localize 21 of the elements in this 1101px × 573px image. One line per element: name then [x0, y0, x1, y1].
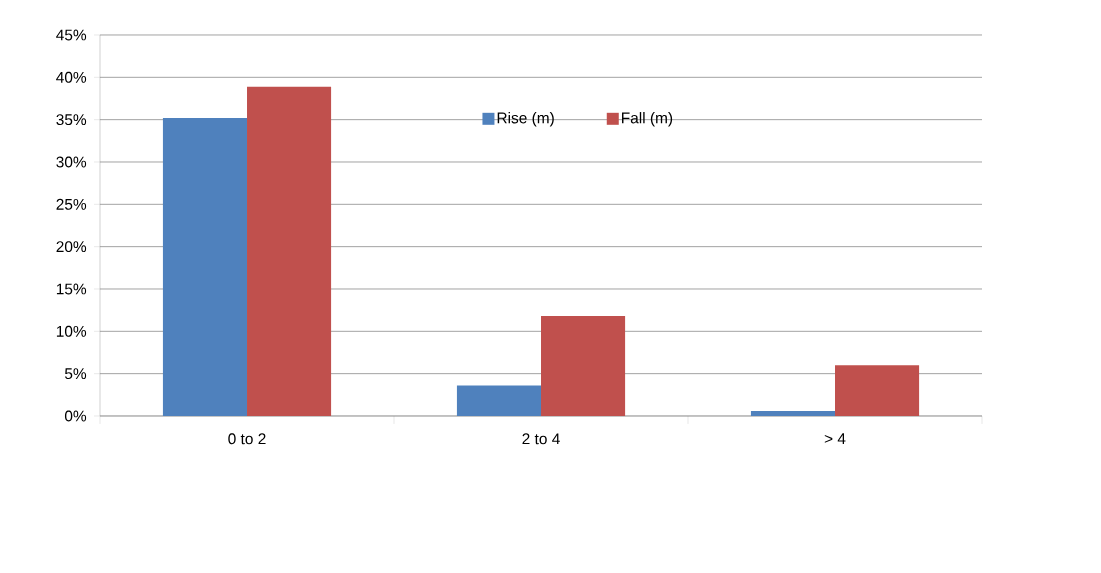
- x-tick-label: 0 to 2: [228, 433, 266, 445]
- bar: [835, 365, 920, 416]
- y-tick-label: 45%: [56, 29, 87, 41]
- y-tick-label: 40%: [56, 71, 87, 83]
- y-tick-label: 5%: [64, 368, 87, 380]
- x-tick-label: > 4: [824, 433, 846, 444]
- bar: [456, 385, 542, 416]
- legend-label: Fall (m): [622, 112, 673, 127]
- y-tick-label: 20%: [56, 241, 87, 253]
- y-tick-label: 15%: [56, 283, 87, 295]
- y-tick-label: 0%: [64, 410, 87, 422]
- bar: [750, 410, 836, 416]
- y-tick-label: 35%: [56, 114, 87, 126]
- bar: [541, 316, 626, 416]
- bar: [162, 117, 248, 416]
- x-tick-label: 2 to 4: [522, 433, 560, 445]
- y-tick-label: 30%: [56, 156, 87, 168]
- legend-label: Rise (m): [497, 112, 554, 127]
- y-tick-label: 10%: [56, 325, 87, 337]
- bar: [247, 86, 332, 416]
- y-tick-label: 25%: [56, 198, 87, 210]
